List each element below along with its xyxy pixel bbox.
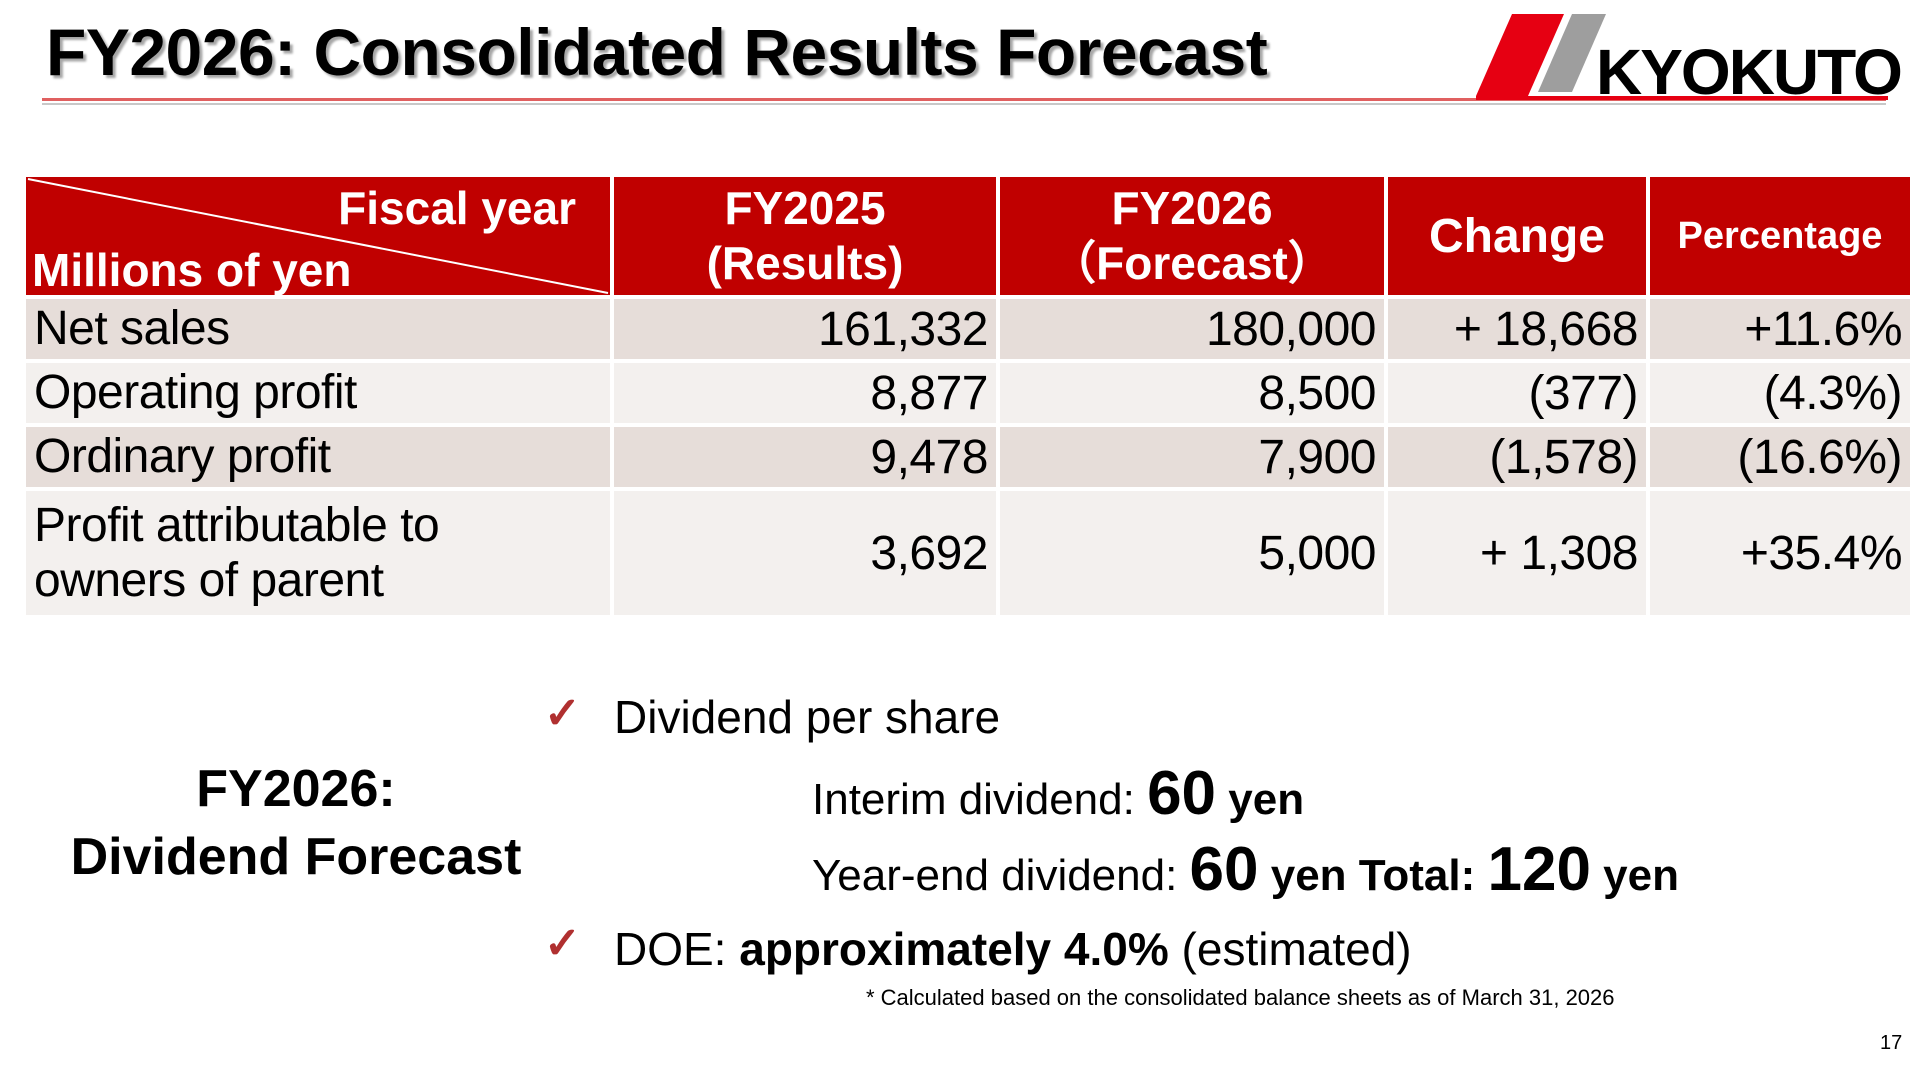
cell-fy2025: 9,478 bbox=[614, 427, 996, 487]
page-number: 17 bbox=[1880, 1032, 1903, 1054]
header-fy2026-line2: （Forecast） bbox=[1050, 237, 1334, 289]
header-fy2026: FY2026 （Forecast） bbox=[1000, 177, 1384, 295]
diagonal-divider bbox=[27, 178, 609, 294]
interim-label: Interim dividend: bbox=[812, 775, 1148, 824]
footnote: * Calculated based on the consolidated b… bbox=[866, 985, 1615, 1010]
yearend-dividend-line: Year-end dividend: 60 yen Total: 120 yen bbox=[812, 834, 1679, 905]
total-label: Total: bbox=[1346, 851, 1488, 900]
title-underline-shadow bbox=[42, 103, 1886, 105]
logo-text: KYOKUTO bbox=[1596, 36, 1903, 108]
cell-fy2025: 8,877 bbox=[614, 363, 996, 423]
yearend-label: Year-end dividend: bbox=[812, 851, 1190, 900]
cell-change: + 18,668 bbox=[1388, 299, 1646, 359]
check-icon: ✓ bbox=[544, 689, 581, 738]
cell-fy2025: 3,692 bbox=[614, 491, 996, 615]
header-percentage: Percentage bbox=[1650, 177, 1910, 295]
cell-percentage: +11.6% bbox=[1650, 299, 1910, 359]
results-forecast-table: Fiscal year Millions of yen FY2025 (Resu… bbox=[22, 173, 1914, 619]
row-label: Profit attributable to owners of parent bbox=[26, 491, 610, 615]
table-row-profit-attributable: Profit attributable to owners of parent … bbox=[26, 491, 1910, 615]
total-value: 120 bbox=[1487, 835, 1591, 904]
cell-change: (377) bbox=[1388, 363, 1646, 423]
doe-label: DOE: bbox=[614, 923, 740, 975]
yearend-unit: yen bbox=[1258, 851, 1347, 900]
header-fy2025-line2: (Results) bbox=[706, 237, 904, 289]
cell-fy2026: 8,500 bbox=[1000, 363, 1384, 423]
table-row-net-sales: Net sales 161,332 180,000 + 18,668 +11.6… bbox=[26, 299, 1910, 359]
cell-fy2026: 7,900 bbox=[1000, 427, 1384, 487]
row-label: Operating profit bbox=[26, 363, 610, 423]
cell-change: + 1,308 bbox=[1388, 491, 1646, 615]
table-row-ordinary-profit: Ordinary profit 9,478 7,900 (1,578) (16.… bbox=[26, 427, 1910, 487]
cell-fy2026: 5,000 bbox=[1000, 491, 1384, 615]
doe-value: approximately 4.0% bbox=[739, 923, 1169, 975]
title-underline bbox=[42, 98, 1886, 101]
cell-percentage: (16.6%) bbox=[1650, 427, 1910, 487]
check-icon: ✓ bbox=[544, 919, 581, 968]
interim-dividend-line: Interim dividend: 60 yen bbox=[812, 758, 1304, 829]
corner-fiscal-year: Fiscal year bbox=[338, 182, 576, 234]
dividend-heading-line1: FY2026: bbox=[196, 760, 396, 818]
dividend-heading-line2: Dividend Forecast bbox=[70, 827, 522, 886]
cell-percentage: (4.3%) bbox=[1650, 363, 1910, 423]
table-row-operating-profit: Operating profit 8,877 8,500 (377) (4.3%… bbox=[26, 363, 1910, 423]
dividend-per-share-label: Dividend per share bbox=[614, 691, 1001, 743]
interim-unit: yen bbox=[1216, 775, 1305, 824]
page-title: FY2026: Consolidated Results Forecast bbox=[46, 15, 1268, 89]
yearend-value: 60 bbox=[1189, 835, 1259, 904]
row-label-line1: Profit attributable to bbox=[34, 498, 440, 552]
cell-change: (1,578) bbox=[1388, 427, 1646, 487]
doe-line: DOE: approximately 4.0% (estimated) bbox=[614, 922, 1412, 976]
header-fy2026-line1: FY2026 bbox=[1111, 181, 1273, 234]
header-fy2025: FY2025 (Results) bbox=[614, 177, 996, 295]
corner-millions-of-yen: Millions of yen bbox=[32, 244, 352, 296]
row-label: Net sales bbox=[26, 299, 610, 359]
cell-fy2026: 180,000 bbox=[1000, 299, 1384, 359]
header-fy2025-line1: FY2025 bbox=[724, 181, 886, 234]
total-unit: yen bbox=[1590, 851, 1679, 900]
header-change: Change bbox=[1388, 177, 1646, 295]
doe-suffix: (estimated) bbox=[1168, 923, 1412, 975]
row-label: Ordinary profit bbox=[26, 427, 610, 487]
table-corner-header: Fiscal year Millions of yen bbox=[26, 177, 610, 296]
interim-value: 60 bbox=[1147, 759, 1217, 828]
cell-percentage: +35.4% bbox=[1650, 491, 1910, 615]
company-logo: KYOKUTO bbox=[1476, 14, 1903, 104]
dividend-forecast-heading: FY2026: Dividend Forecast bbox=[36, 756, 556, 891]
cell-fy2025: 161,332 bbox=[614, 299, 996, 359]
logo-mark-icon bbox=[1476, 14, 1888, 100]
row-label-line2: owners of parent bbox=[34, 554, 384, 607]
